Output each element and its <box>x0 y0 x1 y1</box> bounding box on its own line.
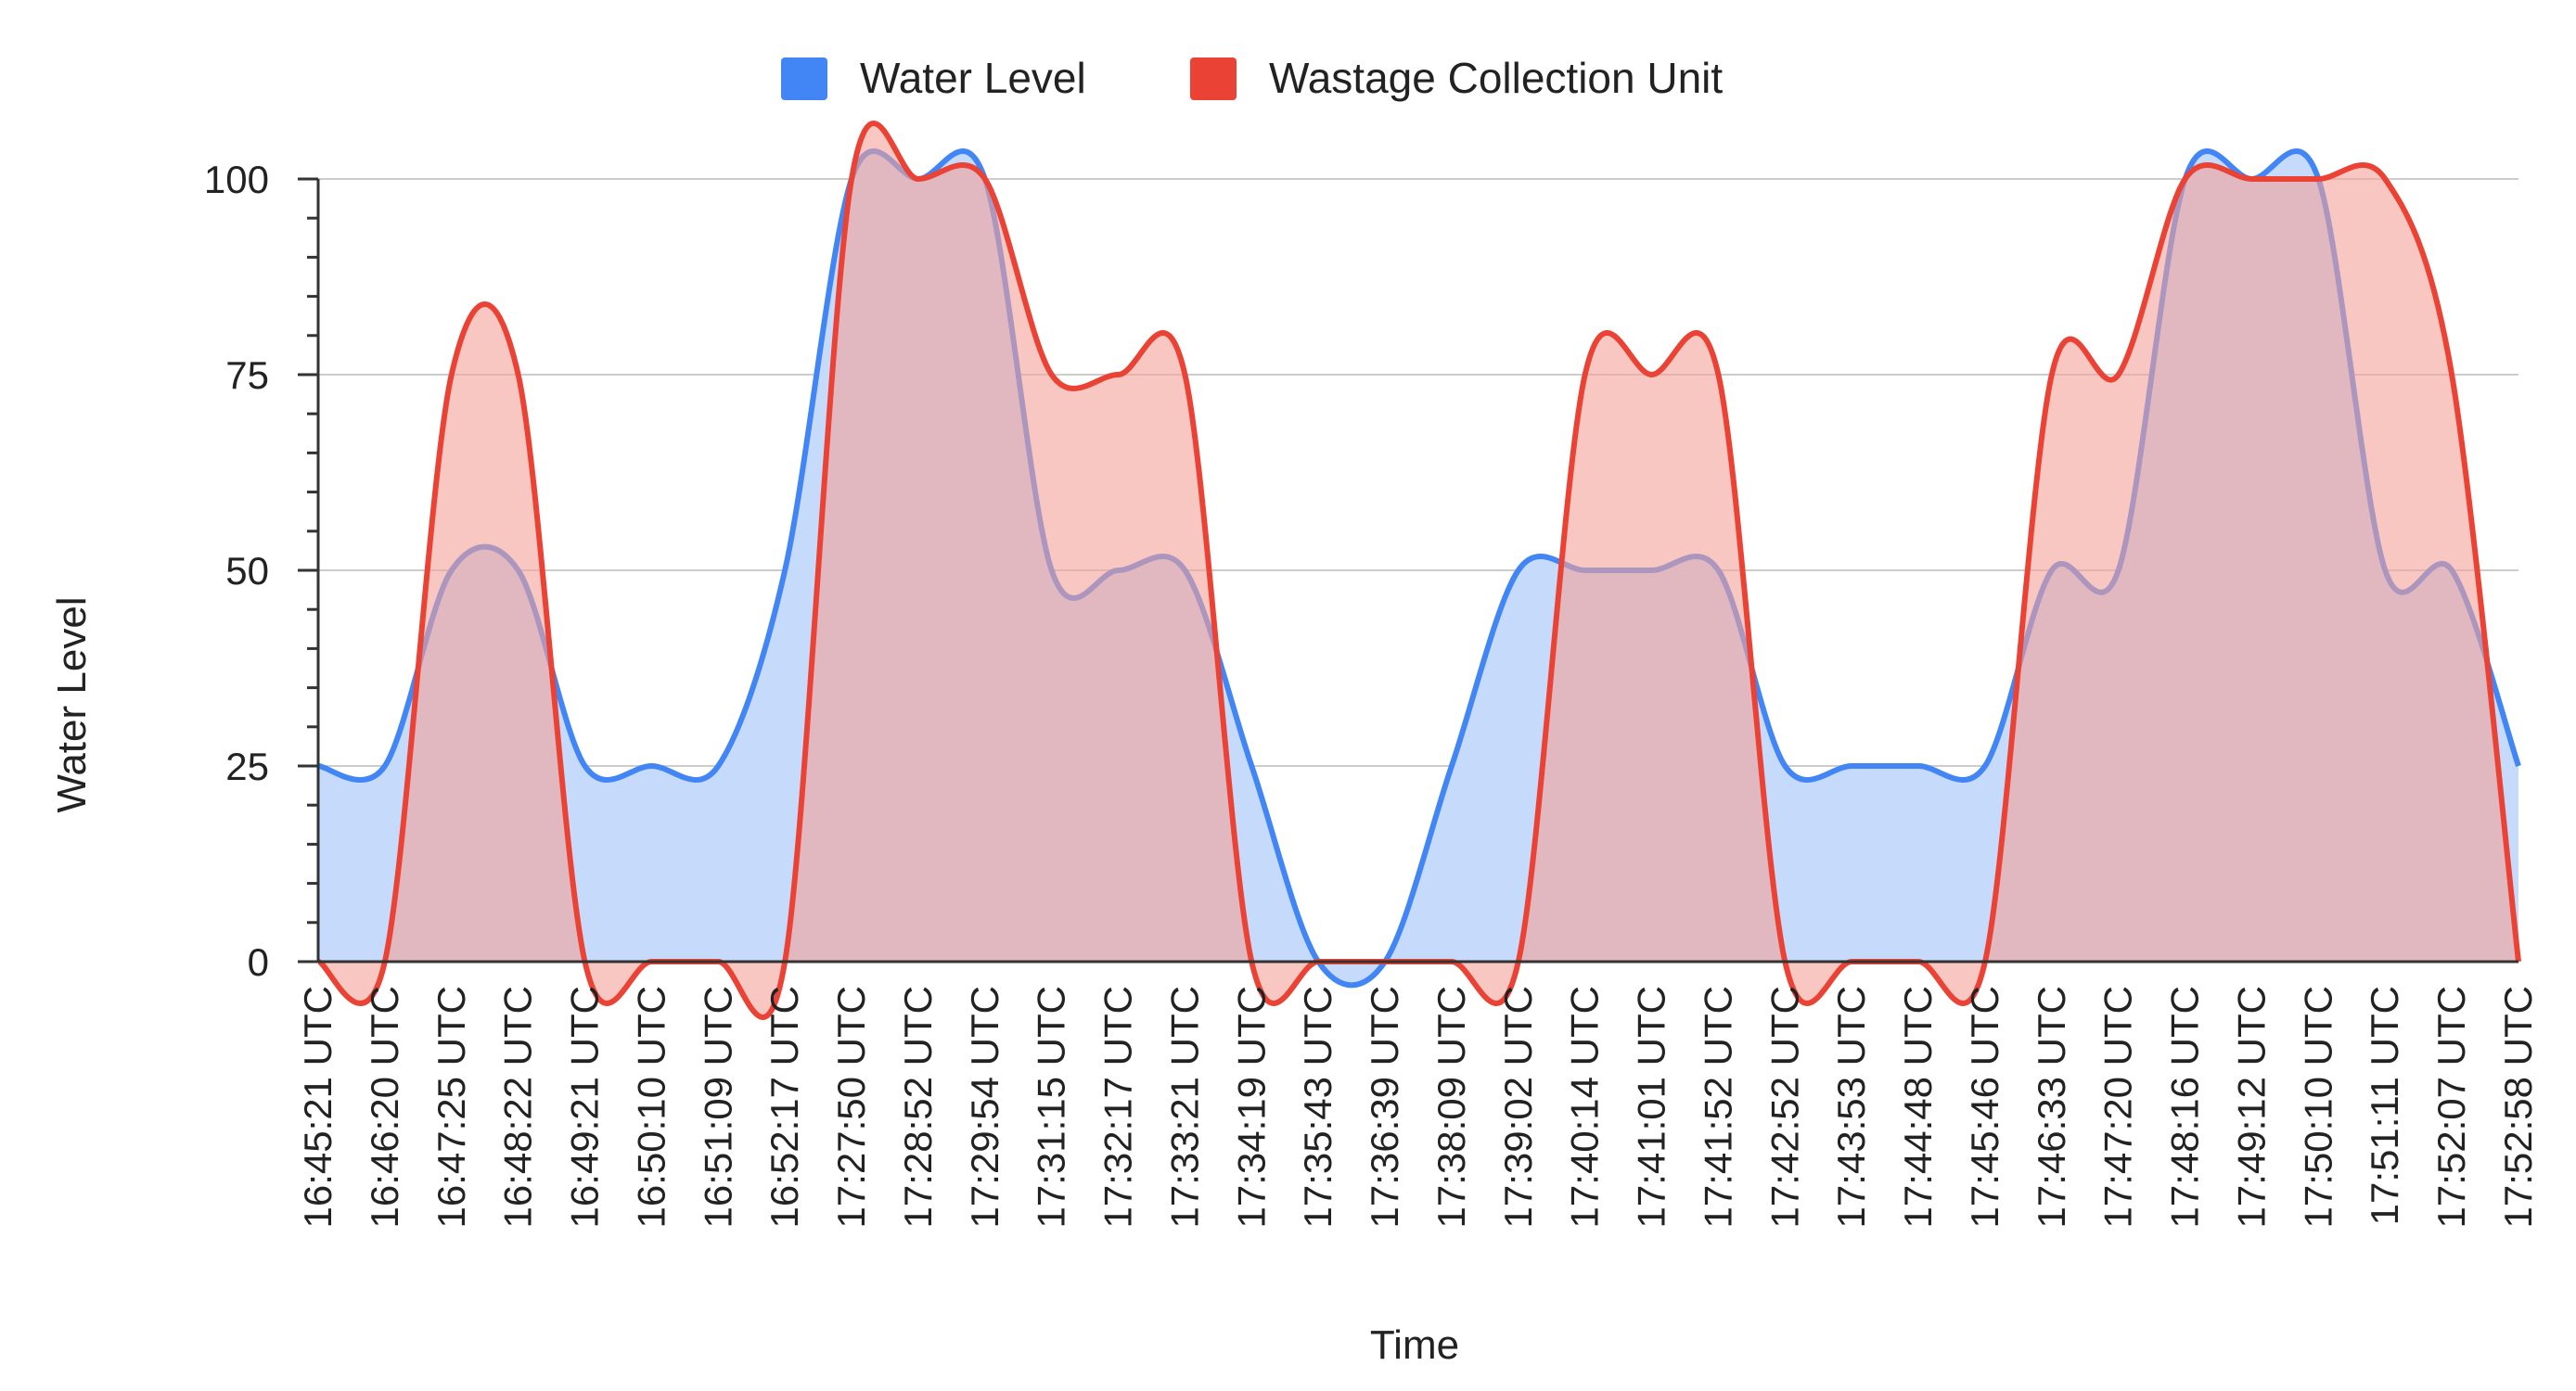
x-tick-label: 17:35:43 UTC <box>1296 986 1339 1228</box>
y-tick-label: 50 <box>225 549 269 593</box>
x-tick-label: 17:52:58 UTC <box>2496 986 2540 1228</box>
x-tick-label: 17:31:15 UTC <box>1030 986 1073 1228</box>
y-tick-labels: 0 25 50 75 100 <box>204 158 269 984</box>
x-tick-label: 17:46:33 UTC <box>2030 986 2073 1228</box>
x-tick-label: 17:29:54 UTC <box>963 986 1006 1228</box>
water-level-legend-swatch <box>781 57 827 100</box>
x-tick-label: 16:50:10 UTC <box>629 986 673 1228</box>
y-tick-label: 0 <box>248 940 269 984</box>
x-tick-label: 16:47:25 UTC <box>429 986 473 1228</box>
water-level-legend-label: Water Level <box>860 54 1086 102</box>
x-tick-label: 16:46:20 UTC <box>363 986 406 1228</box>
x-tick-label: 17:51:11 UTC <box>2363 986 2406 1225</box>
x-tick-label: 16:52:17 UTC <box>763 986 806 1228</box>
x-tick-label: 17:32:17 UTC <box>1096 986 1140 1228</box>
x-tick-label: 17:34:19 UTC <box>1229 986 1273 1228</box>
x-tick-label: 17:47:20 UTC <box>2096 986 2140 1228</box>
x-tick-label: 17:39:02 UTC <box>1496 986 1540 1228</box>
wastage-collection-unit-legend-label: Wastage Collection Unit <box>1269 54 1723 102</box>
x-tick-label: 17:40:14 UTC <box>1563 986 1607 1228</box>
y-tick-label: 75 <box>225 353 269 397</box>
x-tick-label: 17:44:48 UTC <box>1896 986 1940 1228</box>
x-tick-label: 17:33:21 UTC <box>1162 986 1206 1228</box>
x-axis-title: Time <box>1370 1322 1459 1368</box>
x-tick-label: 17:52:07 UTC <box>2429 986 2473 1228</box>
legend: Water Level Wastage Collection Unit <box>781 54 1723 102</box>
x-tick-label: 17:45:46 UTC <box>1963 986 2006 1228</box>
x-tick-label: 17:41:01 UTC <box>1630 986 1673 1228</box>
x-tick-label: 17:27:50 UTC <box>829 986 873 1228</box>
y-axis-title: Water Level <box>49 596 95 812</box>
x-tick-label: 17:49:12 UTC <box>2229 986 2273 1228</box>
x-tick-label: 17:50:10 UTC <box>2296 986 2339 1228</box>
x-tick-label: 17:41:52 UTC <box>1696 986 1739 1228</box>
x-tick-label: 17:43:53 UTC <box>1829 986 1873 1228</box>
x-tick-label: 17:48:16 UTC <box>2163 986 2207 1228</box>
y-tick-label: 25 <box>225 745 269 788</box>
x-tick-labels: 16:45:21 UTC 16:46:20 UTC 16:47:25 UTC 16:4… <box>296 986 2540 1228</box>
x-tick-label: 16:49:21 UTC <box>563 986 607 1228</box>
x-tick-label: 16:51:09 UTC <box>696 986 739 1228</box>
x-tick-label: 16:48:22 UTC <box>496 986 540 1228</box>
x-tick-label: 17:38:09 UTC <box>1429 986 1473 1228</box>
x-tick-label: 16:45:21 UTC <box>296 986 340 1228</box>
x-tick-label: 17:42:52 UTC <box>1762 986 1806 1228</box>
x-tick-label: 17:28:52 UTC <box>896 986 940 1228</box>
x-tick-label: 17:36:39 UTC <box>1363 986 1406 1228</box>
y-tick-label: 100 <box>204 158 269 201</box>
wastage-collection-unit-legend-swatch <box>1190 57 1237 100</box>
